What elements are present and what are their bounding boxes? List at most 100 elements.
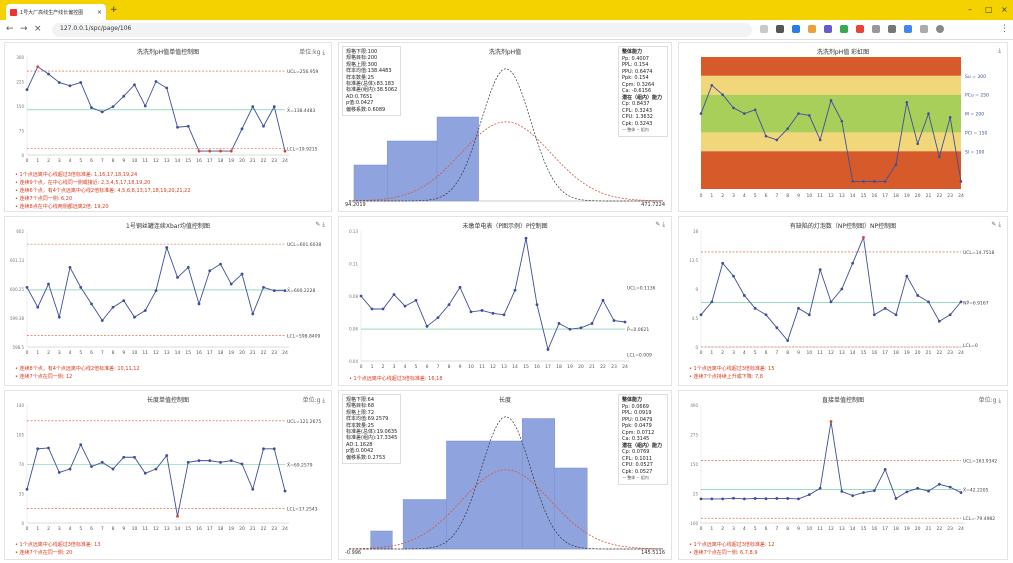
x-tick-label: 19 <box>567 364 573 370</box>
extension-icon[interactable] <box>920 25 928 33</box>
x-tick-label: 19 <box>904 350 910 356</box>
data-point <box>133 455 136 459</box>
data-point <box>851 180 854 183</box>
data-point <box>764 134 768 138</box>
x-tick-label: 9 <box>122 350 125 356</box>
data-point <box>491 311 495 315</box>
download-icon[interactable]: ⤓ <box>998 397 1001 404</box>
histogram-bar <box>436 116 479 202</box>
y-tick-label: 105 <box>16 433 24 438</box>
download-icon[interactable]: ⤓ <box>998 47 1001 54</box>
data-point <box>937 482 941 486</box>
extension-icon[interactable] <box>872 25 880 33</box>
x-tick-label: 23 <box>271 158 277 164</box>
browser-tab[interactable]: 1号大厂高线生产线长偏控图 × <box>6 4 106 20</box>
cap-item: Pp: 0.0669 <box>622 403 649 410</box>
extension-icon[interactable] <box>840 25 848 33</box>
x-tick-label: 5 <box>754 193 757 199</box>
profile-avatar[interactable] <box>936 25 944 33</box>
y-tick-label: 13.5 <box>689 258 698 263</box>
extension-icon[interactable] <box>808 25 816 33</box>
x-tick-label: 2 <box>382 364 385 370</box>
x-tick-label: 24 <box>282 158 288 164</box>
x-tick-label: 4 <box>743 350 746 356</box>
download-icon[interactable]: ⤓ <box>322 397 325 404</box>
x-tick-label: 9 <box>122 526 125 532</box>
edit-icon[interactable]: ✎ <box>315 221 321 228</box>
extension-icon[interactable] <box>888 25 896 33</box>
forward-icon[interactable]: → <box>20 24 28 34</box>
legend: — 整体 -- 组内 <box>622 475 649 480</box>
maximize-icon[interactable]: ▢ <box>985 5 993 14</box>
minimize-icon[interactable]: – <box>968 5 972 14</box>
x-tick-label: 7 <box>101 158 104 164</box>
zone-label: Sl = 100 <box>965 149 984 155</box>
data-point <box>458 285 462 289</box>
data-point <box>480 309 484 312</box>
rule-note: 连续6个点，有4个点远离中心线2倍标准差: 4,5,6,8,13,17,18,1… <box>15 187 191 195</box>
back-icon[interactable]: ← <box>6 24 14 34</box>
data-point <box>927 489 930 493</box>
extension-icon[interactable] <box>760 25 768 33</box>
download-icon[interactable]: ⤓ <box>322 221 325 228</box>
x-tick-label: 3 <box>58 158 61 164</box>
new-tab-icon[interactable]: + <box>110 5 118 15</box>
menu-icon[interactable]: ⋮ <box>1000 24 1009 34</box>
data-point <box>111 305 115 309</box>
histogram-bar <box>521 418 555 550</box>
cap-heading: 整体能力 <box>622 49 643 55</box>
x-tick-label: 3 <box>393 364 396 370</box>
data-point <box>100 460 104 464</box>
extension-icon[interactable] <box>824 25 832 33</box>
edit-icon[interactable]: ✎ <box>991 221 997 228</box>
within-curve <box>349 416 663 550</box>
url-input[interactable]: 127.0.0.1/spc/page/106 <box>52 23 752 37</box>
stat-item: 规格目标:68 <box>346 403 375 410</box>
stat-item: 标准差(总体):19.0635 <box>346 429 398 436</box>
data-point <box>710 83 714 87</box>
extension-icon[interactable] <box>776 25 784 33</box>
x-tick-label: 14 <box>850 526 856 532</box>
download-icon[interactable]: ⤓ <box>662 221 665 228</box>
data-point <box>579 326 583 330</box>
series-line <box>26 443 286 517</box>
data-point <box>186 124 190 128</box>
data-point <box>143 471 147 475</box>
data-point <box>948 116 952 119</box>
x-tick-label: 9 <box>797 526 800 532</box>
y-tick-label: 225 <box>16 80 24 85</box>
data-point <box>894 313 898 317</box>
edit-icon[interactable]: ✎ <box>655 221 661 228</box>
extension-icon[interactable] <box>792 25 800 33</box>
data-point <box>176 276 179 279</box>
x-tick-label: 0 <box>700 526 703 532</box>
data-point <box>414 298 418 302</box>
control-chart: 0 1 2 3 4 5 6 7 8 9 10 11 12 13 14 15 16 17 18 19 20 21 22 23 24… <box>16 55 318 164</box>
limit-label: UCL=0.1136 <box>627 285 656 291</box>
reload-icon[interactable]: × <box>34 24 42 34</box>
cap-item: Ca: -0.6156 <box>622 88 652 94</box>
series-line <box>701 421 962 500</box>
x-tick-label: 11 <box>817 526 823 532</box>
download-icon[interactable]: ⤓ <box>998 221 1001 228</box>
close-window-icon[interactable]: × <box>1001 5 1008 14</box>
close-tab-icon[interactable]: × <box>96 8 102 16</box>
x-tick-label: 1 <box>36 526 39 532</box>
within-curve <box>349 68 663 202</box>
y-tick-label: 275 <box>690 433 698 438</box>
chart-panel-length-individual: 长度单值控制图 单位:g ⤓ 0 1 2 3 4 5 6 7 8 9 10 11 12 13 14 15 16 1… <box>4 390 332 560</box>
stats-box: 规格下限:64 规格目标:68 规格上限:72 样本均值:69.2579 样本数量:25… <box>342 394 402 465</box>
download-icon[interactable]: ⤓ <box>322 49 325 56</box>
extension-icon[interactable] <box>856 25 864 33</box>
extension-icon[interactable] <box>904 25 912 33</box>
x-tick-label: 8 <box>112 158 115 164</box>
x-tick-label: 5 <box>754 350 757 356</box>
x-tick-label: 2 <box>47 158 50 164</box>
x-tick-label: 14 <box>850 193 856 199</box>
data-point <box>524 236 528 240</box>
x-tick-label: 23 <box>611 364 617 370</box>
x-tick-label: 16 <box>196 158 202 164</box>
unit-label: 单位:kg <box>299 49 321 56</box>
x-tick-label: 7 <box>775 526 778 532</box>
data-point <box>208 459 212 463</box>
